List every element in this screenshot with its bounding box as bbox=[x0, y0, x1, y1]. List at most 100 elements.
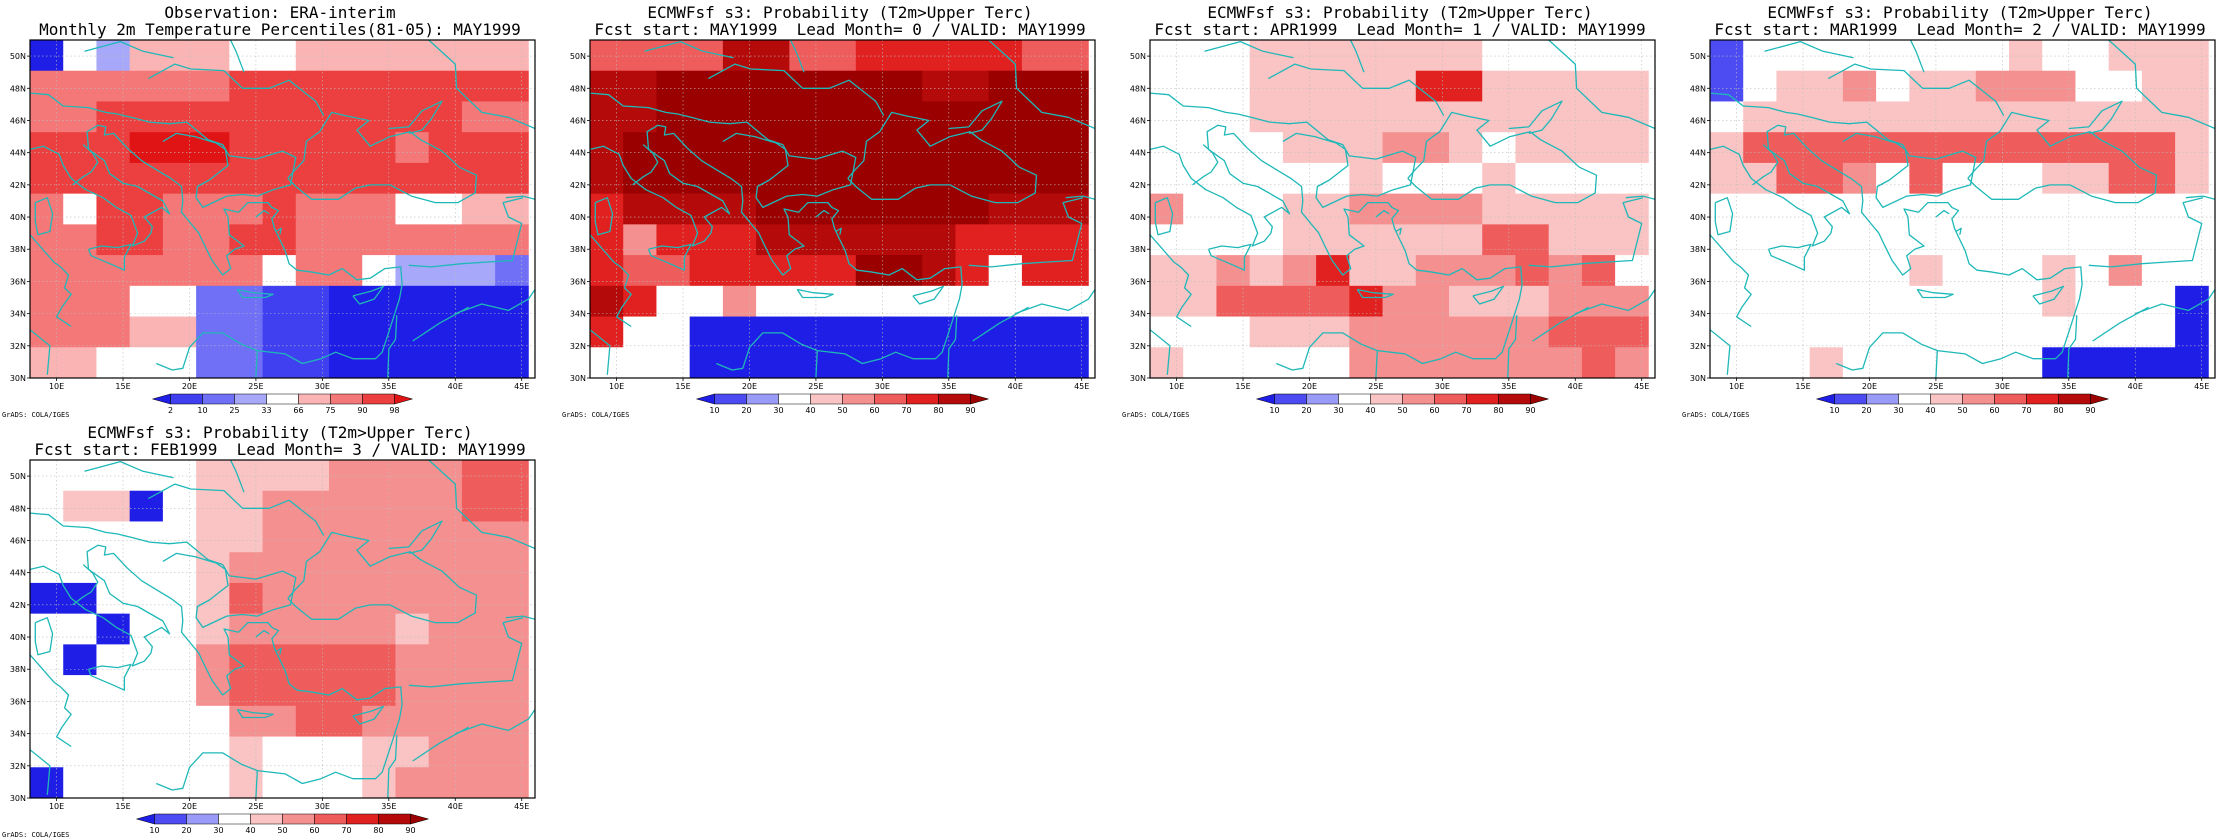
heatmap-cell bbox=[395, 582, 430, 615]
heatmap-cell bbox=[96, 736, 131, 768]
heatmap-cell bbox=[1942, 101, 1977, 133]
coastline bbox=[2032, 285, 2065, 305]
x-tick-label: 45E bbox=[1634, 382, 1649, 391]
heatmap-cell bbox=[196, 490, 230, 522]
heatmap-cell bbox=[1021, 70, 1056, 102]
colorbar-label: 40 bbox=[1365, 406, 1375, 415]
heatmap-cell bbox=[30, 285, 64, 317]
colorbar-segment bbox=[330, 393, 363, 405]
heatmap-cell bbox=[395, 460, 430, 492]
heatmap-cell bbox=[1382, 193, 1417, 225]
heatmap-cell bbox=[955, 347, 990, 379]
heatmap-cell bbox=[63, 224, 97, 256]
heatmap-cell bbox=[295, 644, 330, 676]
coastline bbox=[1710, 234, 1752, 328]
heatmap-cell bbox=[362, 40, 396, 72]
heatmap-cell bbox=[428, 316, 463, 348]
heatmap-cell bbox=[1055, 316, 1089, 348]
heatmap-map: 10E 15E 20E 25E 30E 35E 40E 45E 30N 32N 34N 36N 38N 4… bbox=[10, 39, 536, 415]
heatmap-cell bbox=[461, 40, 496, 72]
heatmap-cell bbox=[96, 490, 131, 522]
colorbar-segment bbox=[1434, 393, 1467, 405]
heatmap-cell bbox=[1282, 347, 1317, 379]
heatmap-cell bbox=[1776, 347, 1811, 379]
heatmap-cell bbox=[922, 132, 956, 164]
heatmap-cell bbox=[1216, 347, 1251, 379]
heatmap-cell bbox=[362, 736, 396, 768]
y-tick-label: 50N bbox=[10, 472, 26, 481]
coastline bbox=[505, 615, 535, 620]
x-tick-label: 40E bbox=[1008, 382, 1023, 391]
heatmap-cells bbox=[1150, 40, 1649, 379]
heatmap-cell bbox=[889, 70, 923, 102]
heatmap-cell bbox=[722, 255, 757, 287]
heatmap-cell bbox=[1515, 193, 1550, 225]
coastline bbox=[590, 234, 632, 328]
coastline bbox=[594, 197, 614, 236]
plot-frame bbox=[1149, 39, 1656, 379]
heatmap-cell bbox=[955, 162, 990, 195]
colorbar-label: 2 bbox=[168, 406, 173, 415]
heatmap-cell bbox=[656, 132, 691, 164]
heatmap-cell bbox=[1581, 40, 1616, 72]
x-tick-label: 15E bbox=[1795, 382, 1810, 391]
heatmap-cell bbox=[1349, 347, 1383, 379]
map-panel-lead0: ECMWFsf s3: Probability (T2m>Upper Terc)… bbox=[560, 0, 1120, 420]
heatmap-cell bbox=[1482, 347, 1516, 379]
heatmap-cell bbox=[1482, 224, 1516, 256]
heatmap-cell bbox=[2042, 70, 2076, 102]
heatmap-cell bbox=[1282, 132, 1317, 164]
coastline bbox=[455, 709, 535, 735]
coastline bbox=[84, 460, 174, 479]
heatmap-cell bbox=[1909, 40, 1943, 72]
colorbar-label: 10 bbox=[709, 406, 719, 415]
colorbar-segment bbox=[394, 393, 414, 405]
colorbar-label: 80 bbox=[373, 826, 383, 835]
heatmap-cell bbox=[2175, 224, 2209, 256]
y-tick-label: 48N bbox=[570, 84, 586, 93]
coastline bbox=[30, 92, 297, 209]
coastline bbox=[236, 708, 274, 719]
coastline bbox=[1935, 350, 1938, 378]
heatmap-cell bbox=[889, 162, 923, 195]
heatmap-cell bbox=[689, 316, 724, 348]
heatmap-cell bbox=[1743, 347, 1777, 379]
heatmap-cell bbox=[855, 101, 890, 133]
heatmap-cell bbox=[329, 132, 363, 164]
heatmap-cell bbox=[2108, 132, 2143, 164]
y-tick-label: 36N bbox=[10, 277, 26, 286]
colorbar-label: 80 bbox=[2053, 406, 2063, 415]
coastline bbox=[342, 460, 345, 461]
heatmap-cell bbox=[756, 70, 790, 102]
x-tick-label: 30E bbox=[315, 802, 330, 811]
heatmap-cell bbox=[329, 347, 363, 379]
heatmap-cell bbox=[590, 70, 624, 102]
heatmap-cell bbox=[1150, 224, 1184, 256]
y-tick-label: 36N bbox=[1130, 277, 1146, 286]
coastline bbox=[388, 100, 443, 135]
y-tick-label: 42N bbox=[10, 181, 26, 190]
heatmap-cell bbox=[329, 613, 363, 645]
heatmap-cell bbox=[689, 70, 724, 102]
colorbar-segment bbox=[378, 813, 411, 825]
heatmap-cell bbox=[2075, 132, 2110, 164]
y-tick-label: 40N bbox=[1130, 213, 1146, 222]
heatmap-cell bbox=[428, 613, 463, 645]
colorbar-label: 40 bbox=[1925, 406, 1935, 415]
x-tick-label: 25E bbox=[248, 382, 263, 391]
heatmap-cell bbox=[30, 70, 64, 102]
heatmap-cell bbox=[789, 40, 823, 72]
coastline bbox=[1204, 40, 1294, 59]
heatmap-cell bbox=[1615, 101, 1649, 133]
heatmap-cell bbox=[988, 255, 1023, 287]
heatmap-cell bbox=[196, 460, 230, 492]
heatmap-cell bbox=[955, 224, 990, 256]
heatmap-cell bbox=[262, 705, 297, 737]
coastline bbox=[1192, 144, 1219, 186]
x-tick-label: 30E bbox=[1995, 382, 2010, 391]
coastline bbox=[1710, 124, 2083, 371]
coastline bbox=[30, 124, 403, 371]
colorbar: 10 20 30 40 50 60 70 80 90 bbox=[1815, 393, 2110, 415]
x-tick-label: 10E bbox=[49, 802, 64, 811]
heatmap-cell bbox=[2108, 255, 2143, 287]
